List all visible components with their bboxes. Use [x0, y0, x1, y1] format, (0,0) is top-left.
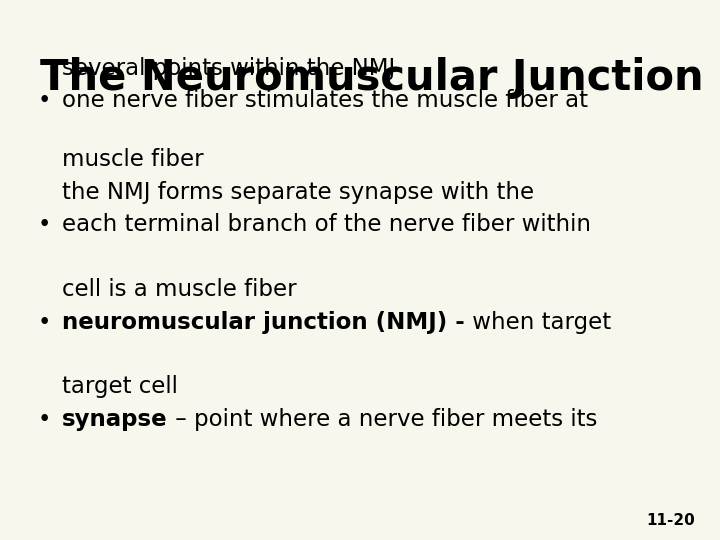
- Text: •: •: [38, 89, 51, 112]
- Text: muscle fiber: muscle fiber: [62, 148, 204, 172]
- Text: cell is a muscle fiber: cell is a muscle fiber: [62, 278, 297, 301]
- Text: •: •: [38, 213, 51, 237]
- Text: •: •: [38, 310, 51, 334]
- Text: 11-20: 11-20: [646, 513, 695, 528]
- Text: The Neuromuscular Junction: The Neuromuscular Junction: [40, 57, 703, 99]
- Text: one nerve fiber stimulates the muscle fiber at: one nerve fiber stimulates the muscle fi…: [62, 89, 588, 112]
- Text: •: •: [38, 408, 51, 431]
- Text: synapse: synapse: [62, 408, 168, 431]
- Text: target cell: target cell: [62, 375, 178, 399]
- Text: the NMJ forms separate synapse with the: the NMJ forms separate synapse with the: [62, 181, 534, 204]
- Text: – point where a nerve fiber meets its: – point where a nerve fiber meets its: [168, 408, 597, 431]
- Text: several points within the NMJ: several points within the NMJ: [62, 57, 395, 80]
- Text: each terminal branch of the nerve fiber within: each terminal branch of the nerve fiber …: [62, 213, 591, 237]
- Text: when target: when target: [464, 310, 611, 334]
- Text: neuromuscular junction (NMJ) -: neuromuscular junction (NMJ) -: [62, 310, 464, 334]
